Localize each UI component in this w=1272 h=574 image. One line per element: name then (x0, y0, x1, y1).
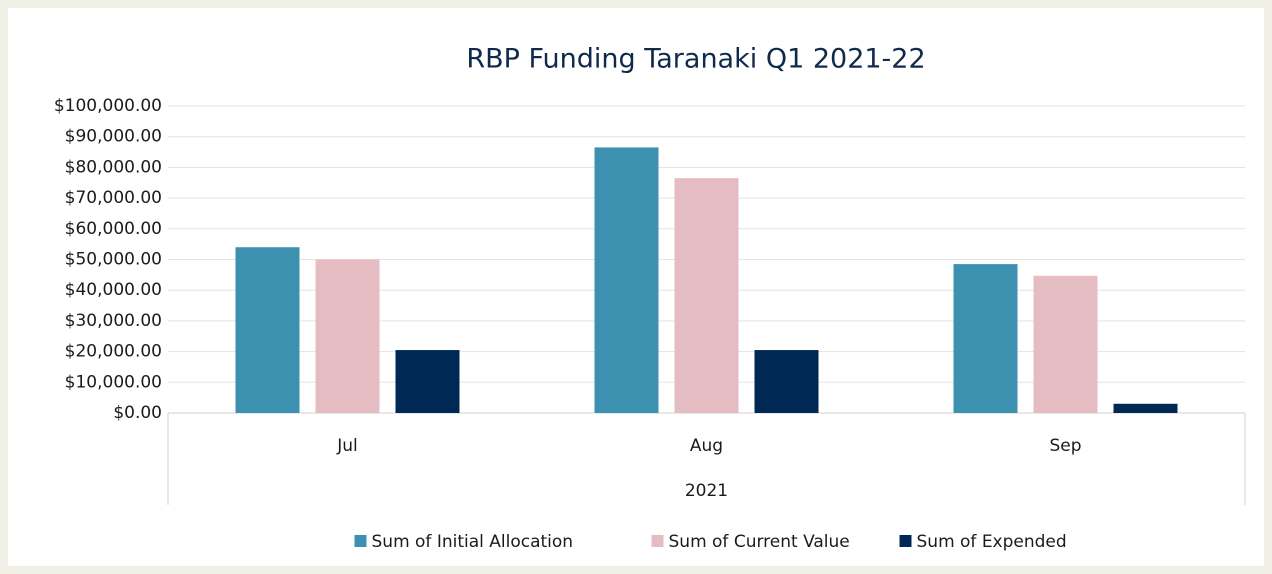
x-tick-label: Aug (690, 436, 723, 456)
bar (754, 350, 819, 413)
bar (674, 178, 739, 413)
legend-swatch (354, 535, 367, 547)
y-tick-label: $30,000.00 (65, 311, 162, 331)
y-tick-label: $100,000.00 (54, 96, 162, 116)
chart-title: RBP Funding Taranaki Q1 2021-22 (466, 44, 925, 75)
bar (395, 350, 460, 413)
legend-swatch (651, 535, 664, 547)
y-tick-label: $20,000.00 (65, 342, 162, 362)
legend-label: Sum of Initial Allocation (372, 532, 574, 552)
bar (315, 259, 380, 413)
legend-swatch (899, 535, 912, 547)
y-tick-label: $90,000.00 (65, 127, 162, 147)
y-tick-label: $40,000.00 (65, 280, 162, 300)
y-tick-label: $60,000.00 (65, 219, 162, 239)
bar (1113, 403, 1178, 413)
bar (1033, 275, 1098, 413)
x-tick-label: Sep (1049, 436, 1081, 456)
y-tick-label: $0.00 (113, 403, 162, 423)
x-tick-label: Jul (336, 436, 358, 456)
legend-label: Sum of Expended (917, 532, 1067, 552)
bar (594, 147, 659, 413)
y-tick-label: $50,000.00 (65, 250, 162, 270)
y-tick-label: $10,000.00 (65, 372, 162, 392)
y-tick-label: $80,000.00 (65, 157, 162, 177)
x-group-label: 2021 (685, 481, 728, 501)
legend-label: Sum of Current Value (669, 532, 850, 552)
bar (953, 264, 1018, 413)
y-tick-label: $70,000.00 (65, 188, 162, 208)
bar (235, 247, 300, 413)
